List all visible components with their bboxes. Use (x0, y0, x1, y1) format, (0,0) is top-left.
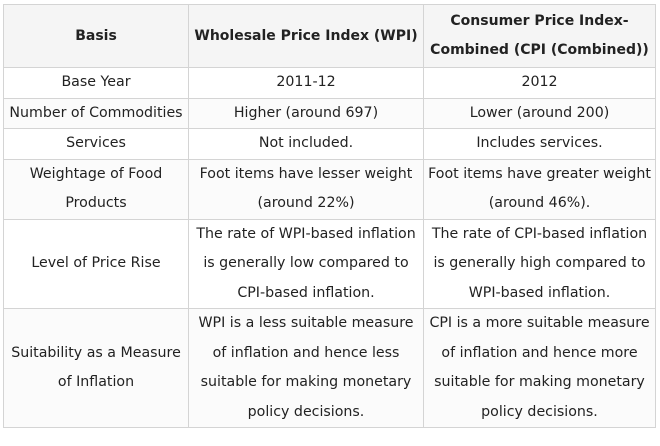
cell-wpi: WPI is a less suitable measure of inflat… (188, 308, 424, 428)
table-row-level-of-price-rise: Level of Price Rise The rate of WPI-base… (3, 218, 656, 309)
cell-basis: Level of Price Rise (3, 218, 189, 309)
table-row-base-year: Base Year 2011-12 2012 (3, 67, 656, 99)
cell-wpi: Not included. (188, 128, 424, 160)
wpi-vs-cpi-comparison-table: Basis Wholesale Price Index (WPI) Consum… (3, 4, 656, 428)
cell-wpi: 2011-12 (188, 67, 424, 99)
table-row-number-of-commodities: Number of Commodities Higher (around 697… (3, 97, 656, 129)
cell-cpi: Foot items have greater weight (around 4… (423, 158, 656, 220)
comparison-table-container: Basis Wholesale Price Index (WPI) Consum… (3, 4, 656, 428)
cell-basis: Services (3, 128, 189, 160)
table-row-services: Services Not included. Includes services… (3, 128, 656, 160)
cell-basis: Base Year (3, 67, 189, 99)
cell-basis: Number of Commodities (3, 97, 189, 129)
table-row-suitability: Suitability as a Measure of Inflation WP… (3, 308, 656, 428)
cell-basis: Suitability as a Measure of Inflation (3, 308, 189, 428)
table-header-row: Basis Wholesale Price Index (WPI) Consum… (3, 4, 656, 68)
cell-wpi: Higher (around 697) (188, 97, 424, 129)
header-wpi: Wholesale Price Index (WPI) (188, 4, 424, 68)
cell-wpi: Foot items have lesser weight (around 22… (188, 158, 424, 220)
cell-cpi: The rate of CPI-based inflation is gener… (423, 218, 656, 309)
cell-basis: Weightage of Food Products (3, 158, 189, 220)
header-cpi: Consumer Price Index-Combined (CPI (Comb… (423, 4, 656, 68)
cell-cpi: Includes services. (423, 128, 656, 160)
cell-cpi: 2012 (423, 67, 656, 99)
table-row-weightage-of-food: Weightage of Food Products Foot items ha… (3, 158, 656, 220)
cell-wpi: The rate of WPI-based inflation is gener… (188, 218, 424, 309)
cell-cpi: Lower (around 200) (423, 97, 656, 129)
cell-cpi: CPI is a more suitable measure of inflat… (423, 308, 656, 428)
header-basis: Basis (3, 4, 189, 68)
